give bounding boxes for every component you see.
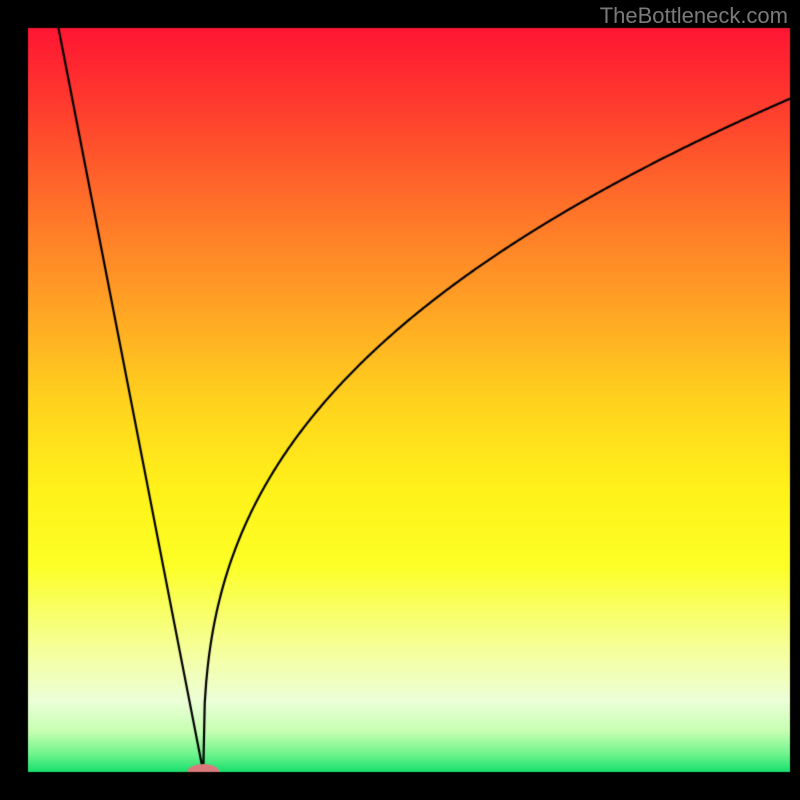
bottleneck-chart-canvas	[0, 0, 800, 800]
chart-container: TheBottleneck.com	[0, 0, 800, 800]
